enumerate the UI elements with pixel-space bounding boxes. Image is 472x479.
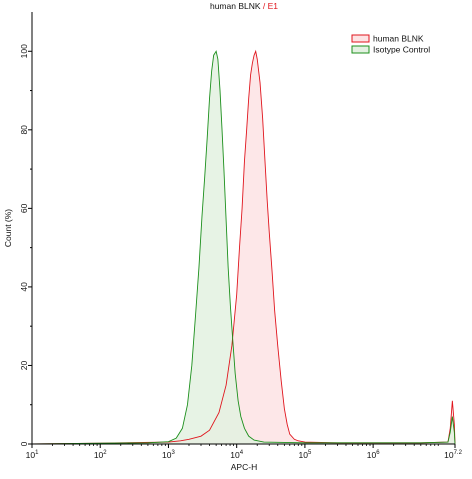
x-tick-label: 104 [230,450,243,460]
y-tick-label: 80 [19,125,29,135]
y-tick-label: 40 [19,282,29,292]
legend-label-human-blnk: human BLNK [373,34,424,44]
x-tick-label: 107.2 [444,450,462,460]
y-tick-label: 0 [19,441,29,446]
chart-title: human BLNK / E1 [210,1,278,11]
legend-swatch-isotype-control [351,45,370,54]
x-tick-label: 102 [94,450,107,460]
legend-swatch-human-blnk [351,34,370,43]
chart-title-sample: human BLNK [210,1,261,11]
y-tick-label: 100 [19,44,29,58]
chart-title-separator: / [261,1,268,11]
series-layer [31,49,456,445]
series-fill-human-blnk [32,51,455,445]
x-tick-label: 103 [162,450,175,460]
x-tick-label: 105 [298,450,311,460]
y-axis-title: Count (%) [3,209,13,247]
x-axis-title: APC-H [231,462,257,472]
axes-layer: 0 20 40 60 80 100 101 102 103 104 105 106 107.2 [19,12,463,460]
series-line-isotype-control [31,50,456,445]
y-tick-label: 60 [19,203,29,213]
y-tick-label: 20 [19,360,29,370]
chart-title-gate: E1 [268,1,279,11]
x-tick-label: 101 [26,450,39,460]
x-tick-label: 106 [367,450,380,460]
legend: human BLNK Isotype Control [351,34,430,55]
legend-label-isotype-control: Isotype Control [373,45,430,55]
